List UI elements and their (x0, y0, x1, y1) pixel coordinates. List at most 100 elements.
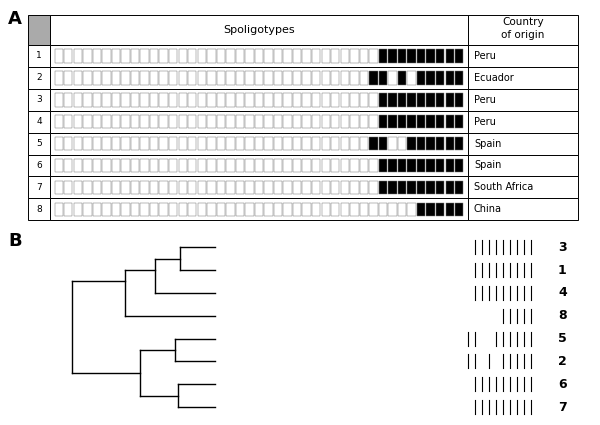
Text: B: B (8, 232, 22, 250)
Text: 1: 1 (558, 264, 567, 277)
Text: 6: 6 (558, 378, 566, 391)
FancyBboxPatch shape (121, 137, 130, 150)
FancyBboxPatch shape (83, 115, 92, 128)
FancyBboxPatch shape (74, 71, 82, 85)
FancyBboxPatch shape (217, 93, 225, 107)
FancyBboxPatch shape (359, 49, 368, 63)
FancyBboxPatch shape (398, 181, 406, 194)
FancyBboxPatch shape (427, 93, 435, 107)
FancyBboxPatch shape (322, 181, 330, 194)
FancyBboxPatch shape (350, 137, 359, 150)
FancyBboxPatch shape (150, 71, 158, 85)
FancyBboxPatch shape (28, 176, 50, 198)
FancyBboxPatch shape (112, 159, 120, 172)
Text: Spain: Spain (474, 139, 502, 149)
Text: 8: 8 (558, 309, 566, 322)
FancyBboxPatch shape (169, 93, 178, 107)
FancyBboxPatch shape (398, 71, 406, 85)
FancyBboxPatch shape (179, 181, 187, 194)
FancyBboxPatch shape (207, 137, 215, 150)
FancyBboxPatch shape (350, 159, 359, 172)
FancyBboxPatch shape (293, 181, 301, 194)
FancyBboxPatch shape (293, 115, 301, 128)
FancyBboxPatch shape (93, 137, 101, 150)
FancyBboxPatch shape (197, 71, 206, 85)
FancyBboxPatch shape (188, 181, 196, 194)
FancyBboxPatch shape (436, 115, 445, 128)
Text: Ecuador: Ecuador (474, 73, 514, 83)
FancyBboxPatch shape (179, 159, 187, 172)
FancyBboxPatch shape (369, 115, 377, 128)
FancyBboxPatch shape (188, 159, 196, 172)
FancyBboxPatch shape (341, 159, 349, 172)
FancyBboxPatch shape (207, 49, 215, 63)
FancyBboxPatch shape (446, 137, 454, 150)
FancyBboxPatch shape (160, 71, 168, 85)
FancyBboxPatch shape (236, 93, 244, 107)
FancyBboxPatch shape (217, 137, 225, 150)
FancyBboxPatch shape (55, 181, 63, 194)
FancyBboxPatch shape (150, 137, 158, 150)
FancyBboxPatch shape (359, 137, 368, 150)
FancyBboxPatch shape (379, 159, 387, 172)
FancyBboxPatch shape (102, 71, 110, 85)
FancyBboxPatch shape (446, 71, 454, 85)
FancyBboxPatch shape (226, 159, 235, 172)
FancyBboxPatch shape (322, 137, 330, 150)
FancyBboxPatch shape (236, 202, 244, 216)
FancyBboxPatch shape (468, 155, 578, 176)
FancyBboxPatch shape (379, 115, 387, 128)
FancyBboxPatch shape (245, 159, 254, 172)
FancyBboxPatch shape (217, 71, 225, 85)
FancyBboxPatch shape (83, 137, 92, 150)
FancyBboxPatch shape (322, 49, 330, 63)
FancyBboxPatch shape (379, 93, 387, 107)
FancyBboxPatch shape (207, 71, 215, 85)
FancyBboxPatch shape (140, 93, 149, 107)
FancyBboxPatch shape (436, 71, 445, 85)
FancyBboxPatch shape (265, 71, 273, 85)
FancyBboxPatch shape (274, 71, 282, 85)
FancyBboxPatch shape (388, 137, 397, 150)
Text: Spain: Spain (474, 161, 502, 170)
FancyBboxPatch shape (388, 93, 397, 107)
Text: Peru: Peru (474, 95, 496, 105)
FancyBboxPatch shape (379, 202, 387, 216)
FancyBboxPatch shape (217, 181, 225, 194)
FancyBboxPatch shape (417, 181, 425, 194)
FancyBboxPatch shape (436, 137, 445, 150)
FancyBboxPatch shape (436, 49, 445, 63)
FancyBboxPatch shape (102, 137, 110, 150)
FancyBboxPatch shape (50, 45, 468, 67)
FancyBboxPatch shape (302, 159, 311, 172)
FancyBboxPatch shape (245, 93, 254, 107)
FancyBboxPatch shape (302, 137, 311, 150)
FancyBboxPatch shape (407, 181, 416, 194)
FancyBboxPatch shape (121, 49, 130, 63)
FancyBboxPatch shape (140, 49, 149, 63)
FancyBboxPatch shape (388, 202, 397, 216)
FancyBboxPatch shape (255, 181, 263, 194)
Text: Peru: Peru (474, 117, 496, 127)
FancyBboxPatch shape (427, 115, 435, 128)
FancyBboxPatch shape (64, 49, 73, 63)
FancyBboxPatch shape (446, 93, 454, 107)
FancyBboxPatch shape (131, 49, 139, 63)
FancyBboxPatch shape (388, 159, 397, 172)
FancyBboxPatch shape (83, 159, 92, 172)
FancyBboxPatch shape (74, 115, 82, 128)
FancyBboxPatch shape (102, 115, 110, 128)
FancyBboxPatch shape (255, 159, 263, 172)
FancyBboxPatch shape (302, 71, 311, 85)
FancyBboxPatch shape (55, 71, 63, 85)
FancyBboxPatch shape (150, 159, 158, 172)
FancyBboxPatch shape (197, 93, 206, 107)
FancyBboxPatch shape (398, 202, 406, 216)
FancyBboxPatch shape (455, 93, 463, 107)
FancyBboxPatch shape (140, 71, 149, 85)
FancyBboxPatch shape (379, 181, 387, 194)
FancyBboxPatch shape (226, 49, 235, 63)
FancyBboxPatch shape (436, 181, 445, 194)
FancyBboxPatch shape (55, 49, 63, 63)
FancyBboxPatch shape (468, 67, 578, 89)
